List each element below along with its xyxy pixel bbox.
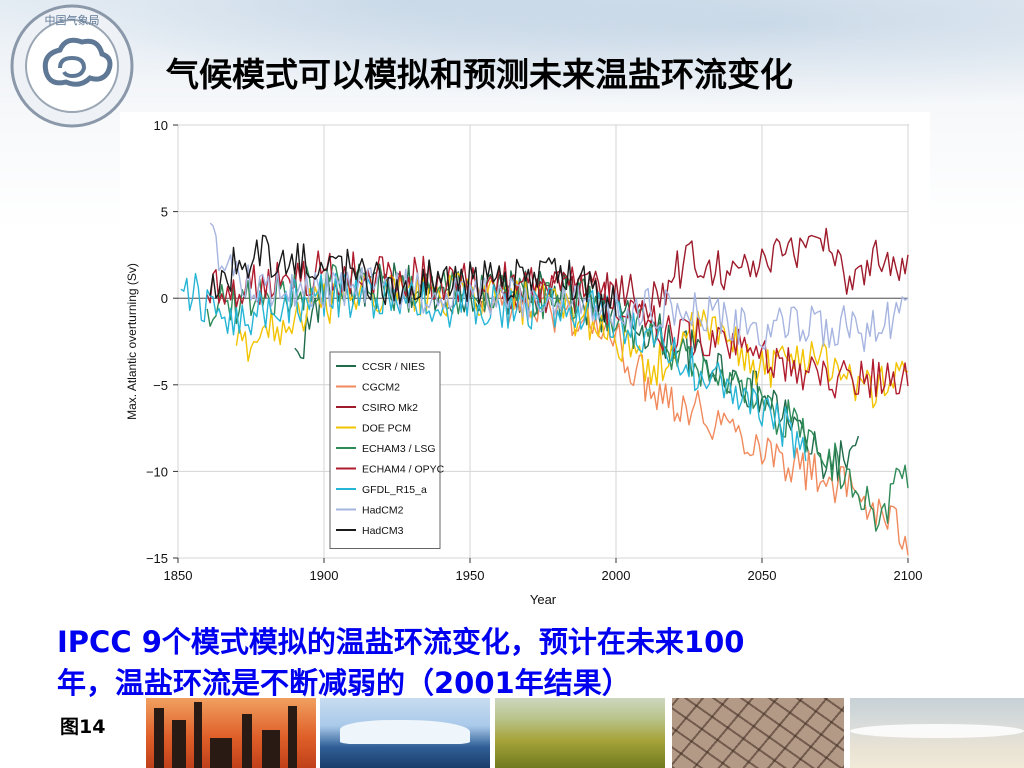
series-line-6 [180, 272, 807, 462]
x-tick-label-5: 2100 [894, 568, 923, 583]
plot-area [177, 124, 909, 559]
legend-label-4: ECHAM3 / LSG [362, 443, 436, 455]
caption-line-2: 年，温盐环流是不断减弱的（2001年结果） [57, 666, 631, 700]
cma-logo: 中国气象局 [10, 4, 134, 128]
legend-label-6: GFDL_R15_a [362, 484, 427, 496]
x-tick-label-3: 2000 [602, 568, 631, 583]
photo-ocean-shore [850, 698, 1024, 768]
series-line-1 [469, 281, 909, 556]
photo-cracked-earth [672, 698, 844, 768]
legend-label-3: DOE PCM [362, 423, 411, 435]
y-tick-label-0: −15 [146, 551, 168, 566]
legend-label-5: ECHAM4 / OPYC [362, 464, 445, 476]
legend-label-1: CGCM2 [362, 382, 400, 394]
x-tick-label-2: 1950 [456, 568, 485, 583]
y-tick-label-4: 5 [161, 205, 168, 220]
caption-line-1: IPCC 9个模式模拟的温盐环流变化，预计在未来100 [57, 625, 745, 659]
svg-text:中国气象局: 中国气象局 [45, 13, 100, 27]
header-background [0, 0, 1024, 120]
x-tick-label-4: 2050 [748, 568, 777, 583]
legend-label-8: HadCM3 [362, 525, 404, 537]
legend-label-2: CSIRO Mk2 [362, 402, 418, 414]
slide-caption: IPCC 9个模式模拟的温盐环流变化，预计在未来100 年，温盐环流是不断减弱的… [57, 622, 957, 704]
photo-iceberg [320, 698, 490, 768]
photo-crop-field [495, 698, 665, 768]
photo-industrial-smokestacks [146, 698, 316, 768]
figure-number: 图14 [60, 716, 106, 738]
legend-label-7: HadCM2 [362, 505, 404, 517]
x-axis-label: Year [530, 592, 557, 607]
atlantic-overturning-chart: 1850 1900 1950 2000 2050 2100 −15 −10 −5 0 5 10 Year… [120, 112, 930, 612]
series-line-7 [209, 222, 909, 352]
series-line-8 [209, 234, 617, 323]
y-tick-label-1: −10 [146, 464, 168, 479]
series-line-4 [206, 263, 909, 532]
y-tick-label-5: 10 [154, 118, 168, 133]
y-tick-label-2: −5 [153, 378, 168, 393]
x-tick-label-0: 1850 [164, 568, 193, 583]
legend-box [329, 351, 441, 549]
x-tick-label-1: 1900 [310, 568, 339, 583]
y-axis-label: Max. Atlantic overturning (Sv) [125, 263, 139, 420]
slide-title: 气候模式可以模拟和预测未来温盐环流变化 [166, 55, 793, 94]
y-tick-label-3: 0 [161, 291, 168, 306]
legend-label-0: CCSR / NIES [362, 361, 425, 373]
